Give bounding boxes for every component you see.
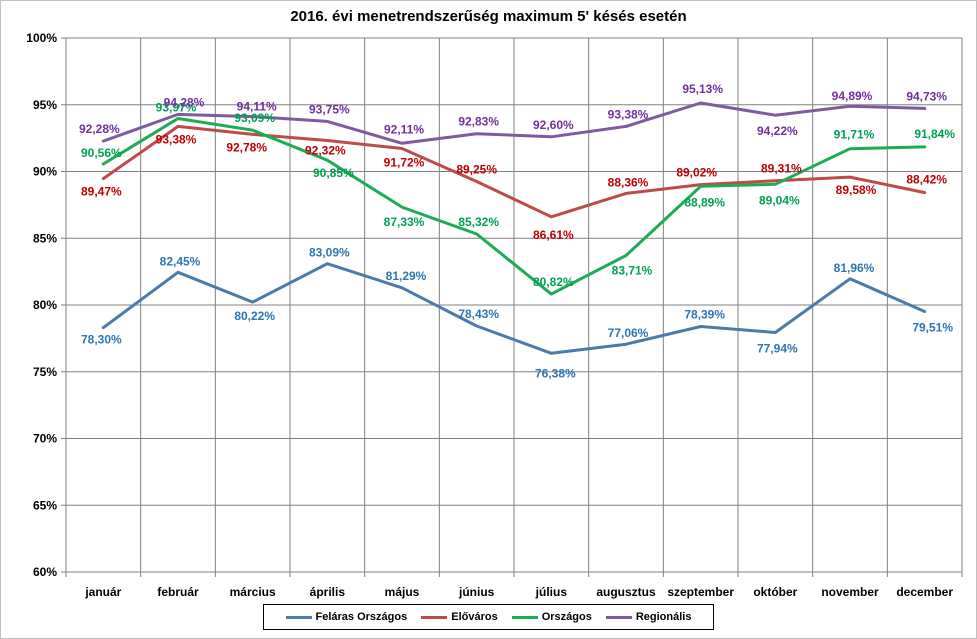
legend-swatch — [511, 615, 538, 619]
series-line-orsz-gos — [101, 117, 927, 296]
x-tick-label: február — [157, 585, 199, 599]
data-label: 89,31% — [761, 162, 802, 176]
data-label: 92,60% — [533, 118, 574, 132]
data-label: 92,32% — [305, 144, 346, 158]
series-line-el-v-ros — [101, 124, 927, 219]
data-label: 88,89% — [684, 195, 725, 209]
data-label: 92,11% — [384, 122, 424, 136]
data-label: 78,30% — [81, 333, 122, 347]
legend-label: Előváros — [451, 611, 498, 623]
data-label: 77,94% — [757, 342, 798, 356]
data-label: 89,04% — [759, 193, 800, 207]
x-tick-label: május — [385, 585, 420, 599]
data-label: 94,89% — [832, 89, 873, 103]
data-label: 81,96% — [834, 261, 875, 275]
x-tick-label: december — [896, 585, 953, 599]
x-tick-label: július — [535, 585, 568, 599]
data-label: 80,22% — [234, 309, 275, 323]
data-label: 94,11% — [237, 100, 277, 114]
y-tick-label: 60% — [33, 565, 57, 579]
data-label: 88,36% — [608, 175, 649, 189]
data-label: 83,09% — [309, 246, 350, 260]
x-tick-label: október — [753, 585, 797, 599]
legend-swatch — [285, 615, 312, 619]
x-tick-label: április — [310, 585, 346, 599]
data-label: 81,29% — [386, 269, 427, 283]
chart-title: 2016. évi menetrendszerűség maximum 5' k… — [290, 8, 687, 25]
x-tick-label: november — [821, 585, 879, 599]
series-line-fel-ras-orsz-gos — [101, 262, 927, 355]
legend-item: Feláras Országos — [285, 611, 408, 623]
data-label: 82,45% — [160, 254, 201, 268]
legend-label: Országos — [541, 611, 592, 623]
data-label: 89,25% — [456, 163, 497, 177]
data-label: 90,85% — [313, 166, 354, 180]
series-line-region-lis — [101, 101, 927, 145]
x-tick-label: szeptember — [667, 585, 734, 599]
x-tick-label: március — [230, 585, 276, 599]
data-label: 91,84% — [914, 127, 955, 141]
data-label: 92,83% — [458, 115, 499, 129]
data-label: 91,72% — [384, 156, 425, 170]
data-label: 93,38% — [156, 132, 197, 146]
y-tick-label: 95% — [33, 98, 57, 112]
y-tick-label: 85% — [33, 231, 57, 245]
chart-legend: Feláras Országos Előváros Országos Regionál… — [263, 604, 714, 630]
data-label: 87,33% — [384, 215, 425, 229]
data-label: 88,42% — [906, 173, 947, 187]
legend-item: Előváros — [421, 611, 498, 623]
legend-item: Regionális — [605, 611, 692, 623]
data-label: 91,71% — [834, 128, 875, 142]
legend-item: Országos — [511, 611, 592, 623]
y-tick-label: 80% — [33, 298, 57, 312]
data-label: 94,22% — [757, 124, 798, 138]
y-tick-label: 75% — [33, 365, 57, 379]
data-label: 93,38% — [608, 107, 649, 121]
y-tick-label: 65% — [33, 498, 57, 512]
data-label: 90,56% — [81, 146, 122, 160]
data-label: 89,02% — [676, 166, 717, 180]
data-label: 77,06% — [608, 326, 649, 340]
y-tick-label: 90% — [33, 165, 57, 179]
legend-swatch — [421, 615, 448, 619]
data-label: 78,43% — [458, 307, 499, 321]
data-label: 95,13% — [682, 82, 723, 96]
data-label: 85,32% — [458, 215, 499, 229]
x-tick-label: január — [84, 585, 121, 599]
data-label: 83,71% — [612, 263, 653, 277]
data-label: 78,39% — [684, 307, 725, 321]
legend-swatch — [605, 615, 632, 619]
y-tick-label: 100% — [26, 31, 57, 45]
x-tick-label: június — [458, 585, 495, 599]
data-label: 86,61% — [533, 228, 574, 242]
y-tick-label: 70% — [33, 432, 57, 446]
data-label: 80,82% — [533, 275, 574, 289]
data-label: 93,09% — [234, 111, 275, 125]
data-label: 76,38% — [535, 366, 576, 380]
data-label: 89,47% — [81, 185, 122, 199]
legend-label: Feláras Országos — [315, 611, 408, 623]
data-label: 93,97% — [156, 101, 197, 115]
data-label: 93,75% — [309, 102, 350, 116]
data-label: 94,28% — [164, 95, 205, 109]
data-label: 94,73% — [906, 89, 947, 103]
data-label: 89,58% — [836, 183, 877, 197]
legend-label: Regionális — [635, 611, 692, 623]
data-label: 92,78% — [226, 140, 267, 154]
data-label: 92,28% — [79, 122, 120, 136]
data-label: 79,51% — [912, 321, 953, 335]
x-tick-label: augusztus — [596, 585, 656, 599]
